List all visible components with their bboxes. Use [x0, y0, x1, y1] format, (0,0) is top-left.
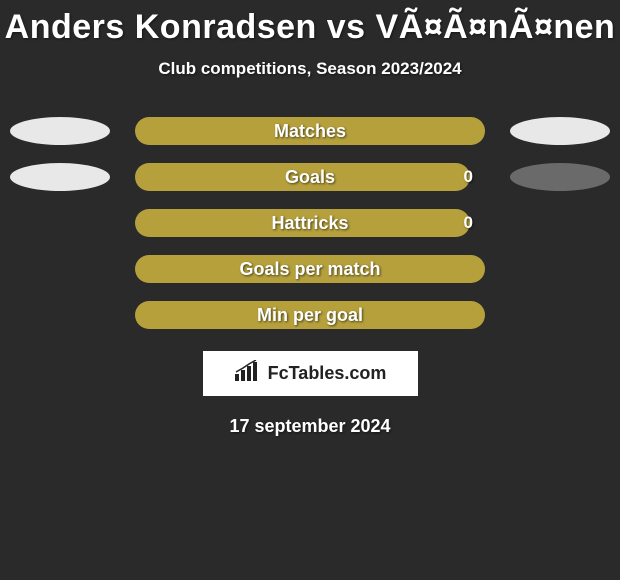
- logo-box: FcTables.com: [203, 351, 418, 396]
- stat-bar-group: Min per goal: [135, 301, 485, 329]
- stat-bar-group: Goals0: [135, 163, 485, 191]
- stat-row: Hattricks0: [0, 209, 620, 237]
- stat-bar-group: Matches: [135, 117, 485, 145]
- stat-label: Hattricks: [135, 209, 485, 237]
- stat-value-right: 0: [464, 209, 473, 237]
- stat-label: Min per goal: [135, 301, 485, 329]
- player-right-ellipse: [510, 117, 610, 145]
- logo-text: FcTables.com: [268, 363, 387, 384]
- stat-row: Goals per match: [0, 255, 620, 283]
- stat-row: Goals0: [0, 163, 620, 191]
- stat-row: Matches: [0, 117, 620, 145]
- stats-list: MatchesGoals0Hattricks0Goals per matchMi…: [0, 117, 620, 329]
- player-left-ellipse: [10, 163, 110, 191]
- player-right-ellipse: [510, 163, 610, 191]
- player-left-ellipse: [10, 117, 110, 145]
- comparison-title: Anders Konradsen vs VÃ¤Ã¤nÃ¤nen: [5, 8, 616, 47]
- stat-label: Matches: [135, 117, 485, 145]
- stat-label: Goals: [135, 163, 485, 191]
- stat-label: Goals per match: [135, 255, 485, 283]
- logo-chart-icon: [234, 360, 262, 387]
- comparison-subtitle: Club competitions, Season 2023/2024: [158, 59, 461, 79]
- stat-row: Min per goal: [0, 301, 620, 329]
- generation-date: 17 september 2024: [229, 416, 390, 437]
- stat-value-right: 0: [464, 163, 473, 191]
- stat-bar-group: Goals per match: [135, 255, 485, 283]
- stat-bar-group: Hattricks0: [135, 209, 485, 237]
